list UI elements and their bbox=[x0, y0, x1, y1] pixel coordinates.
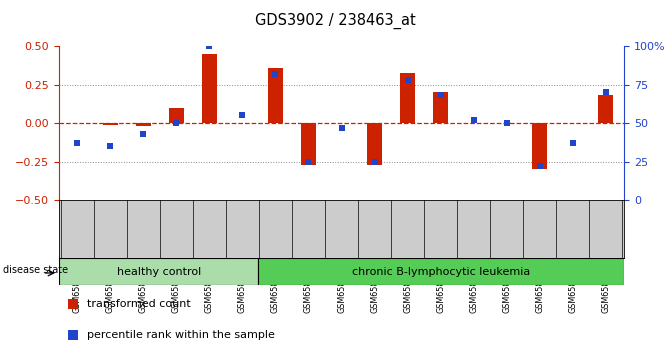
Text: transformed count: transformed count bbox=[87, 299, 191, 309]
Bar bbox=[136, 123, 151, 126]
Bar bbox=[532, 123, 548, 169]
Point bbox=[303, 159, 314, 164]
Bar bbox=[367, 123, 382, 165]
Bar bbox=[301, 123, 316, 165]
Point bbox=[601, 89, 611, 95]
Point bbox=[68, 332, 79, 337]
Point bbox=[72, 140, 83, 146]
Point bbox=[270, 71, 281, 76]
Point bbox=[435, 92, 446, 98]
Bar bbox=[258, 258, 624, 285]
Point bbox=[501, 120, 512, 126]
Bar bbox=[169, 108, 184, 123]
Point bbox=[369, 159, 380, 164]
Bar bbox=[268, 68, 283, 123]
Point bbox=[68, 302, 79, 307]
Text: disease state: disease state bbox=[3, 266, 68, 275]
Point bbox=[568, 140, 578, 146]
Point bbox=[468, 117, 479, 123]
Bar bbox=[202, 54, 217, 123]
Text: chronic B-lymphocytic leukemia: chronic B-lymphocytic leukemia bbox=[352, 267, 530, 277]
Bar bbox=[59, 258, 258, 285]
Text: percentile rank within the sample: percentile rank within the sample bbox=[87, 330, 275, 340]
Bar bbox=[433, 92, 448, 123]
Bar bbox=[599, 95, 613, 123]
Point bbox=[402, 77, 413, 83]
Point bbox=[237, 113, 248, 118]
Point bbox=[204, 43, 215, 49]
Text: GDS3902 / 238463_at: GDS3902 / 238463_at bbox=[255, 12, 416, 29]
Point bbox=[105, 143, 115, 149]
Point bbox=[336, 125, 347, 131]
Point bbox=[534, 163, 545, 169]
Text: healthy control: healthy control bbox=[117, 267, 201, 277]
Point bbox=[138, 131, 149, 137]
Bar bbox=[103, 123, 117, 125]
Point bbox=[171, 120, 182, 126]
Bar bbox=[400, 73, 415, 123]
